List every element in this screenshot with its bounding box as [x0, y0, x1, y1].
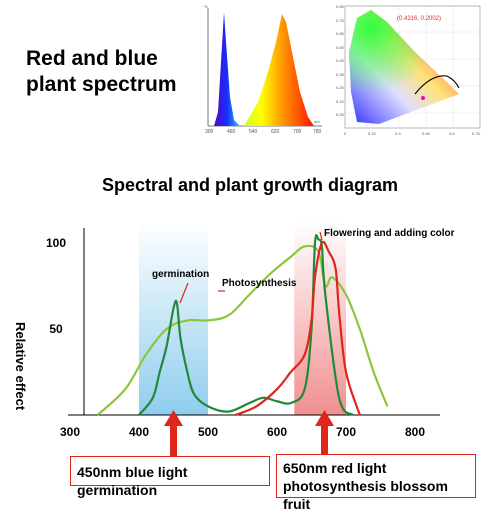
cie-y-tick: 0.45	[336, 58, 345, 63]
spectrum-tick-label: 780	[313, 129, 322, 135]
series-line-flowering-and-adding-color	[235, 240, 361, 417]
cie-y-tick: 0.85	[336, 4, 345, 9]
blue-arrow	[164, 410, 183, 456]
cie-x-tick: 0.15	[368, 131, 377, 136]
cie-x-tick: 0.6	[449, 131, 455, 136]
spectrum-tick-label: 300	[205, 129, 214, 135]
x-tick-label: 600	[267, 425, 287, 439]
germination-annotation: germination	[152, 269, 209, 280]
cie-y-tick: 0.65	[336, 31, 345, 36]
spectrum-thumbnail: % nm 300 460 540 620 700 780	[204, 4, 322, 135]
x-tick-label: 700	[336, 425, 356, 439]
spectrum-tick-label: 700	[293, 129, 302, 135]
cie-y-tick: 0.25	[336, 85, 345, 90]
red-callout-line2: photosynthesis blossom fruit	[283, 478, 448, 512]
x-tick-label: 800	[405, 425, 425, 439]
cie-x-tick: 0.75	[472, 131, 481, 136]
x-tick-label: 500	[198, 425, 218, 439]
diagram-title: Spectral and plant growth diagram	[101, 175, 399, 195]
red-arrow	[315, 410, 334, 454]
spectrum-tick-label: 460	[227, 129, 236, 135]
photosynthesis-annotation: Photosynthesis	[222, 278, 297, 289]
x-tick-label: 400	[129, 425, 149, 439]
spectrum-y-label: %	[204, 4, 208, 9]
series-line-germination	[138, 234, 354, 416]
cie-y-tick: 0.35	[336, 72, 345, 77]
cie-y-tick: 0.15	[336, 99, 345, 104]
blue-light-callout: 450nm blue light germination	[70, 456, 270, 498]
y-tick-label: 100	[46, 236, 66, 250]
growth-chart: 300 400 500 600 700 800 50 100 germination Phot…	[46, 222, 455, 456]
series-line-photosynthesis	[96, 244, 389, 416]
cie-y-tick: 0.75	[336, 18, 345, 23]
cie-diagram-thumbnail: (0.4316, 0.2002) 0.85 0.75 0.65 0.55 0.4…	[336, 4, 481, 136]
red-callout-line1: 650nm red light	[283, 460, 387, 476]
flowering-leader	[319, 231, 323, 241]
x-tick-label: 300	[60, 425, 80, 439]
cie-x-tick: 0.3	[395, 131, 401, 136]
spectrum-x-unit: nm	[314, 119, 320, 124]
flowering-annotation: Flowering and adding color	[324, 228, 455, 239]
red-light-callout: 650nm red light photosynthesis blossom f…	[276, 454, 476, 512]
cie-y-tick: 0.05	[336, 112, 345, 117]
spectrum-tick-label: 540	[249, 129, 258, 135]
cie-x-tick: 0.45	[422, 131, 431, 136]
page-title: Red and blue plant spectrum	[26, 47, 177, 96]
y-axis-label: Relative effect	[13, 322, 28, 411]
cie-y-tick: 0.55	[336, 45, 345, 50]
blue-wavelength-band	[139, 222, 208, 415]
blue-callout-text: 450nm blue light germination	[77, 464, 188, 498]
y-tick-label: 50	[49, 322, 63, 336]
cie-coordinate: (0.4316, 0.2002)	[397, 16, 441, 22]
germination-leader	[179, 282, 189, 304]
cie-x-tick: 0	[344, 131, 347, 136]
spectrum-tick-label: 620	[271, 129, 280, 135]
